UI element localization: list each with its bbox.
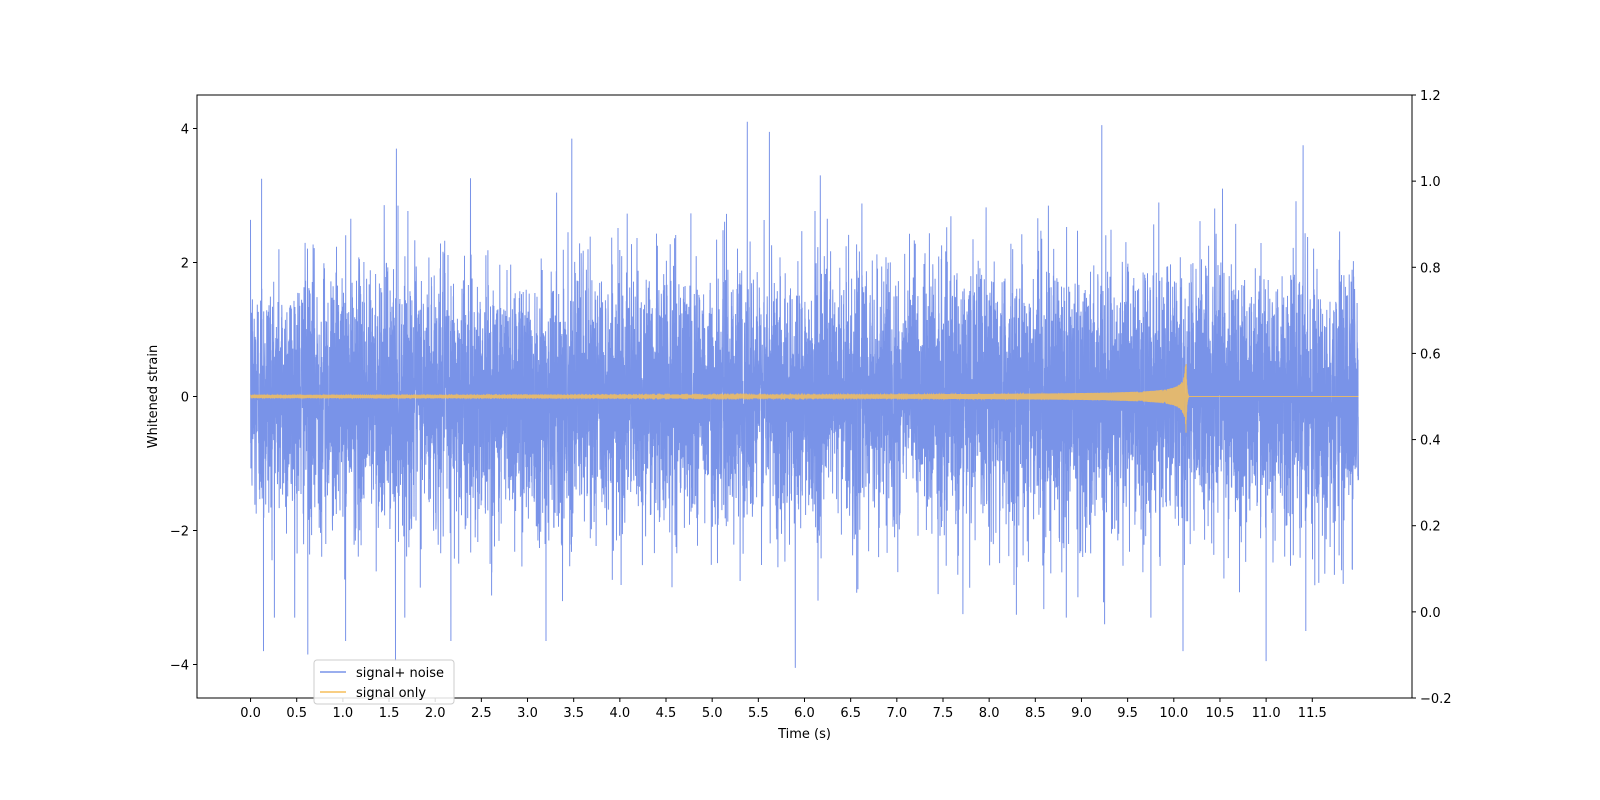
y2-tick-label: 0.6 — [1420, 347, 1441, 362]
y2-tick-label: 0.0 — [1420, 606, 1441, 621]
x-tick-label: 7.0 — [886, 706, 907, 721]
y-tick-label: −4 — [170, 659, 189, 674]
x-tick-label: 0.5 — [286, 706, 307, 721]
y2-tick-label: 0.8 — [1420, 261, 1441, 276]
x-tick-label: 7.5 — [933, 706, 954, 721]
y2-tick-label: 1.0 — [1420, 175, 1441, 190]
y2-tick-label: 0.2 — [1420, 520, 1441, 535]
series-signal-only — [250, 363, 1359, 433]
x-tick-label: 10.5 — [1205, 706, 1234, 721]
y-tick-label: 0 — [181, 391, 189, 406]
x-tick-label: 5.0 — [702, 706, 723, 721]
x-axis: 0.0 0.5 1.0 1.5 2.0 2.5 3.0 3.5 4.0 4.5 5.0 5.5 6.0 6… — [240, 698, 1327, 721]
legend: signal+ noise signal only — [313, 659, 455, 705]
x-tick-label: 2.5 — [471, 706, 492, 721]
x-tick-label: 8.0 — [979, 706, 1000, 721]
x-tick-label: 3.0 — [517, 706, 538, 721]
y2-tick-label: 0.4 — [1420, 434, 1441, 449]
legend-box — [313, 659, 455, 705]
x-tick-label: 11.0 — [1252, 706, 1281, 721]
x-tick-label: 1.0 — [333, 706, 354, 721]
x-tick-label: 8.5 — [1025, 706, 1046, 721]
series-signal-plus-noise — [250, 121, 1359, 668]
signal-plus-noise-line — [250, 121, 1359, 668]
x-tick-label: 6.5 — [840, 706, 861, 721]
x-tick-label: 1.5 — [379, 706, 400, 721]
x-tick-label: 4.5 — [656, 706, 677, 721]
y-axis-right: −0.2 0.0 0.2 0.4 0.6 0.8 1.0 1.2 — [1412, 89, 1452, 707]
y-tick-label: 4 — [181, 123, 189, 138]
signal-only-line — [250, 363, 1359, 433]
y-tick-label: −2 — [170, 525, 189, 540]
y-tick-label: 2 — [181, 257, 189, 272]
x-tick-label: 6.0 — [794, 706, 815, 721]
x-tick-label: 9.5 — [1117, 706, 1138, 721]
x-axis-label: Time (s) — [777, 727, 831, 742]
x-tick-label: 3.5 — [563, 706, 584, 721]
legend-label-signal-only: signal only — [356, 686, 426, 701]
x-tick-label: 9.0 — [1071, 706, 1092, 721]
y-axis-left: −4 −2 0 2 4 — [170, 123, 197, 674]
y2-tick-label: −0.2 — [1420, 692, 1452, 707]
x-tick-label: 0.0 — [240, 706, 261, 721]
y2-tick-label: 1.2 — [1420, 89, 1441, 104]
x-tick-label: 5.5 — [748, 706, 769, 721]
x-tick-label: 11.5 — [1298, 706, 1327, 721]
x-tick-label: 2.0 — [425, 706, 446, 721]
legend-label-signal-plus-noise: signal+ noise — [356, 666, 444, 681]
x-tick-label: 4.0 — [610, 706, 631, 721]
x-tick-label: 10.0 — [1159, 706, 1188, 721]
y-axis-label: Whitened strain — [146, 345, 161, 448]
